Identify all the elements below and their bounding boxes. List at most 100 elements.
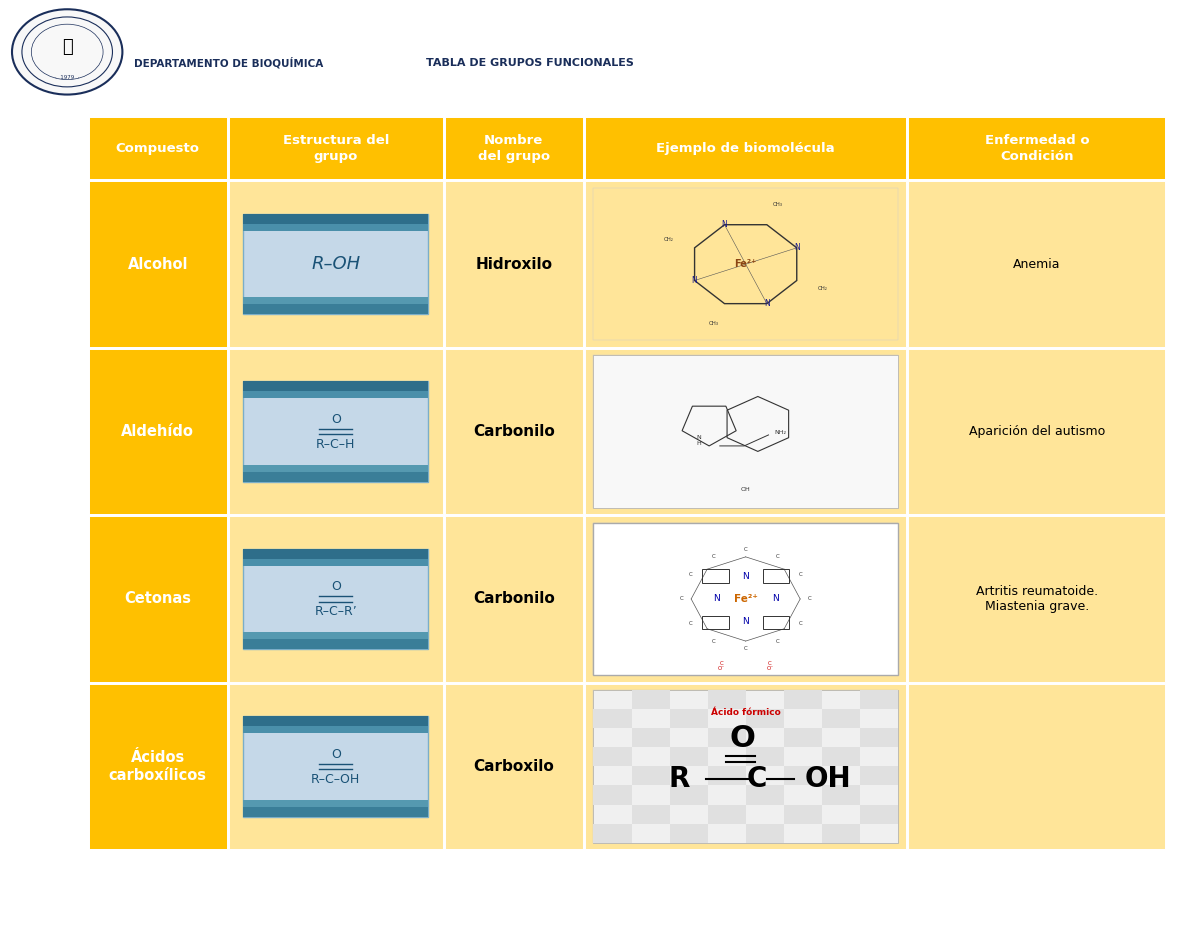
Text: CH₂: CH₂ (817, 286, 827, 291)
Bar (708, 690, 745, 709)
Text: N: N (794, 243, 799, 252)
Text: Fe²⁺: Fe²⁺ (734, 260, 757, 269)
Bar (244, 472, 428, 482)
Text: DEPARTAMENTO DE BIOQUÍMICA: DEPARTAMENTO DE BIOQUÍMICA (134, 57, 324, 69)
Bar (670, 785, 708, 805)
Bar (594, 690, 898, 843)
Bar (88, 682, 228, 850)
Bar (244, 464, 428, 472)
Text: C: C (775, 553, 780, 559)
Text: N: N (713, 594, 720, 603)
Text: C: C (689, 572, 692, 577)
Bar (907, 682, 1166, 850)
Bar (822, 709, 860, 729)
Text: CH₂: CH₂ (664, 237, 674, 242)
Bar (708, 729, 745, 747)
Text: O: O (331, 580, 341, 593)
Bar (784, 690, 822, 709)
Bar (631, 767, 670, 785)
Bar (631, 729, 670, 747)
Bar (907, 116, 1166, 181)
Bar (594, 690, 898, 843)
Bar (631, 690, 670, 709)
Bar (88, 348, 228, 515)
Text: R–OH: R–OH (311, 255, 360, 273)
Bar (244, 632, 428, 639)
Text: OH: OH (804, 765, 851, 793)
Bar (88, 181, 228, 348)
Bar (907, 515, 1166, 682)
Bar (860, 729, 898, 747)
Text: C
O⁻: C O⁻ (718, 661, 725, 671)
Text: R–C–OH: R–C–OH (311, 773, 360, 786)
Text: CH₃: CH₃ (709, 321, 719, 326)
Text: 🦅: 🦅 (62, 38, 72, 57)
Bar (708, 767, 745, 785)
Text: R: R (668, 765, 689, 793)
Bar (244, 224, 428, 231)
Text: C
O⁻: C O⁻ (767, 661, 774, 671)
Bar (745, 709, 784, 729)
Text: Compuesto: Compuesto (115, 142, 199, 155)
Bar (244, 298, 428, 304)
Bar (745, 823, 784, 843)
Text: CH₃: CH₃ (773, 202, 782, 208)
Text: Artritis reumatoide.
Miastenia grave.: Artritis reumatoide. Miastenia grave. (976, 585, 1098, 613)
Bar (822, 785, 860, 805)
Text: TABLA DE GRUPOS FUNCIONALES: TABLA DE GRUPOS FUNCIONALES (426, 58, 634, 68)
Bar (244, 806, 428, 817)
Bar (860, 767, 898, 785)
Text: Ácido fórmico: Ácido fórmico (710, 708, 780, 717)
Text: N: N (764, 299, 769, 308)
Bar (594, 355, 898, 508)
Bar (584, 682, 907, 850)
Bar (244, 717, 428, 817)
Bar (584, 116, 907, 181)
Bar (784, 729, 822, 747)
Bar (784, 805, 822, 823)
Text: C: C (808, 596, 811, 602)
Text: Anemia: Anemia (1013, 258, 1061, 271)
Text: Nombre
del grupo: Nombre del grupo (478, 133, 550, 162)
Bar (631, 805, 670, 823)
Bar (594, 523, 898, 675)
Bar (228, 116, 444, 181)
Text: Ejemplo de biomolécula: Ejemplo de biomolécula (656, 142, 835, 155)
Bar (860, 690, 898, 709)
Text: Alcohol: Alcohol (127, 257, 188, 272)
Bar (822, 747, 860, 767)
Bar (822, 823, 860, 843)
Bar (670, 709, 708, 729)
Bar (88, 515, 228, 682)
Circle shape (12, 9, 122, 95)
Text: C: C (712, 640, 715, 644)
Text: O: O (331, 748, 341, 761)
Bar (244, 381, 428, 482)
Bar (594, 188, 898, 340)
Text: Carbonilo: Carbonilo (473, 591, 554, 606)
Bar (584, 515, 907, 682)
Bar (444, 116, 584, 181)
Bar (244, 639, 428, 649)
Bar (860, 805, 898, 823)
Text: N: N (743, 572, 749, 580)
Text: ·  1979  ·: · 1979 · (55, 75, 79, 81)
Bar (244, 214, 428, 314)
Text: Fe²⁺: Fe²⁺ (733, 594, 757, 604)
Bar (594, 709, 631, 729)
Bar (444, 515, 584, 682)
Text: Carbonilo: Carbonilo (473, 424, 554, 439)
Bar (594, 523, 898, 675)
Text: C: C (799, 572, 803, 577)
Text: C: C (744, 547, 748, 552)
Text: NH₂: NH₂ (775, 430, 787, 435)
Text: Carboxilo: Carboxilo (473, 759, 554, 774)
Bar (244, 726, 428, 733)
Bar (670, 823, 708, 843)
Text: N
H: N H (696, 435, 701, 446)
Text: R–C–H: R–C–H (316, 438, 355, 451)
Bar (444, 181, 584, 348)
Bar (907, 181, 1166, 348)
Bar (244, 214, 428, 224)
Text: N: N (721, 221, 727, 229)
